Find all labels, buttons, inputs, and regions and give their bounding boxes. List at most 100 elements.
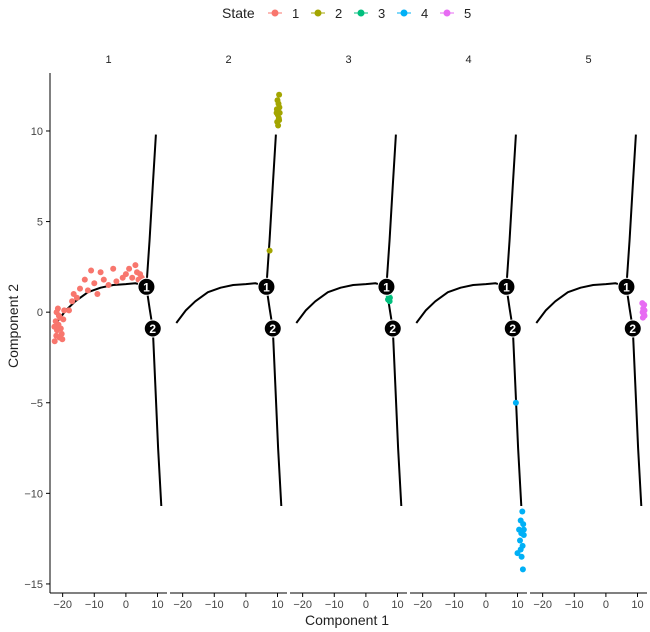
x-tick-label: −20 (173, 599, 192, 611)
branch-node-label-2: 2 (269, 322, 276, 336)
x-tick-label: −10 (565, 599, 584, 611)
data-point (52, 338, 58, 344)
y-tick-label: −5 (30, 398, 43, 410)
trajectory-segment-1 (296, 283, 386, 323)
facet-panel-1: 112−20 −10 0 10 (50, 54, 167, 611)
y-tick-label: 10 (31, 126, 43, 138)
x-tick-label: 0 (363, 599, 369, 611)
trajectory-segment-4 (393, 329, 402, 507)
trajectory-segment-2 (266, 135, 276, 287)
data-point (66, 307, 72, 313)
data-point (101, 277, 107, 283)
x-tick-label: −20 (53, 599, 72, 611)
data-point (520, 521, 526, 527)
data-point (51, 324, 57, 330)
x-tick-label: 10 (271, 599, 283, 611)
legend-label-3: 3 (378, 6, 385, 21)
data-point (274, 110, 280, 116)
trajectory-segment-4 (513, 329, 522, 507)
data-point (519, 554, 525, 560)
x-tick-label: −20 (413, 599, 432, 611)
branch-node-label-1: 1 (503, 280, 510, 294)
trajectory-segment-1 (536, 283, 626, 323)
data-point (513, 400, 519, 406)
legend-title: State (222, 5, 255, 21)
trajectory-segment-1 (416, 283, 506, 323)
x-tick-label: −20 (293, 599, 312, 611)
data-point (98, 269, 104, 275)
legend-label-1: 1 (292, 6, 299, 21)
data-point (521, 527, 527, 533)
legend-key-5 (444, 10, 451, 17)
branch-node-label-1: 1 (623, 280, 630, 294)
y-tick-label: −10 (24, 488, 43, 500)
branch-node-label-1: 1 (383, 280, 390, 294)
data-point (88, 268, 94, 274)
trajectory-segment-4 (633, 329, 642, 507)
x-tick-label: 0 (123, 599, 129, 611)
data-point (276, 92, 282, 98)
data-point (59, 336, 65, 342)
data-point (94, 291, 100, 297)
facet-panel-4: 412−20 −10 0 10 (410, 54, 527, 611)
data-point (69, 298, 75, 304)
branch-node-label-1: 1 (143, 280, 150, 294)
x-tick-label: −10 (85, 599, 104, 611)
data-point (82, 277, 88, 283)
facet-panel-3: 3 1 2 −20 −10 0 10 (290, 54, 407, 611)
facet-panel-2: 2 1 2 −20 −10 0 10 (170, 54, 287, 611)
legend-key-2 (315, 10, 322, 17)
data-point (276, 104, 282, 110)
y-axis-label: Component 2 (5, 284, 21, 368)
legend-key-1 (272, 10, 279, 17)
data-point (642, 313, 648, 319)
x-tick-label: 0 (483, 599, 489, 611)
legend-key-4 (401, 10, 408, 17)
data-point (387, 298, 393, 304)
facet-strip-label-4: 4 (465, 54, 471, 66)
legend-label-2: 2 (335, 6, 342, 21)
data-point (53, 318, 59, 324)
y-tick-label: 5 (37, 217, 43, 229)
x-tick-label: 10 (151, 599, 163, 611)
data-point (74, 295, 80, 301)
x-tick-label: −10 (445, 599, 464, 611)
branch-node-label-2: 2 (509, 322, 516, 336)
data-point (59, 331, 65, 337)
x-tick-label: 0 (603, 599, 609, 611)
facet-strip-label-2: 2 (225, 54, 231, 66)
x-tick-label: −20 (533, 599, 552, 611)
data-point (276, 117, 282, 123)
data-point (123, 271, 129, 277)
data-point (85, 287, 91, 293)
x-tick-label: 10 (391, 599, 403, 611)
data-point (58, 326, 64, 332)
data-point (275, 123, 281, 129)
data-point (56, 313, 62, 319)
data-point (126, 266, 132, 272)
data-point (521, 532, 527, 538)
facet-strip-label-5: 5 (585, 54, 591, 66)
trajectory-segment-2 (146, 135, 156, 287)
data-point (520, 566, 526, 572)
y-axis: −15 −10 −5 0 5 10 (24, 73, 50, 593)
x-tick-label: −10 (205, 599, 224, 611)
facet-strip-label-1: 1 (105, 54, 111, 66)
legend-key-3 (358, 10, 365, 17)
facet-panel-5: 5 1 2 −20 −10 0 10 (530, 54, 648, 611)
y-tick-label: −15 (24, 579, 43, 591)
trajectory-segment-1 (176, 283, 266, 323)
y-tick-label: 0 (37, 307, 43, 319)
branch-node-label-1: 1 (263, 280, 270, 294)
trajectory-segment-2 (386, 135, 396, 287)
data-point (77, 286, 83, 292)
data-point (113, 278, 119, 284)
legend: State 1 2 3 4 5 (222, 5, 471, 21)
legend-label-5: 5 (464, 6, 471, 21)
data-point (110, 266, 116, 272)
data-point (267, 248, 273, 254)
data-point (132, 262, 138, 268)
x-tick-label: 0 (243, 599, 249, 611)
legend-label-4: 4 (421, 6, 428, 21)
